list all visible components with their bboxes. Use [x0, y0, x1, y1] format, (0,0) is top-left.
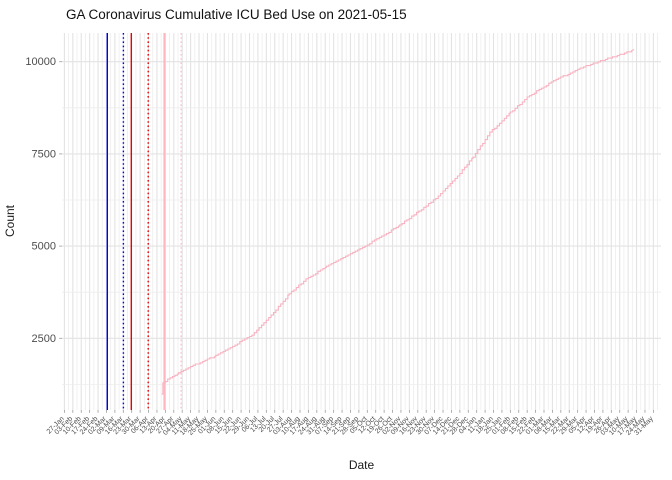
event-vlines	[106, 33, 182, 410]
x-axis-title: Date	[348, 458, 375, 472]
y-tick-label: 2500	[32, 333, 56, 345]
x-axis-tick-labels: 27-Jan03-Feb10-Feb17-Feb24-Feb02-Mar09-M…	[46, 415, 655, 437]
axis-tick-marks	[59, 61, 654, 413]
series-line	[161, 49, 635, 395]
y-tick-label: 7500	[32, 148, 56, 160]
y-axis-title: Count	[3, 204, 17, 238]
y-tick-label: 10000	[25, 56, 56, 68]
y-axis-tick-labels: 2500 5000 7500 10000	[25, 56, 56, 345]
cumulative-icu-bed-use	[161, 49, 635, 395]
y-tick-label: 5000	[32, 241, 56, 253]
panel-gridlines	[62, 33, 661, 410]
chart-title: GA Coronavirus Cumulative ICU Bed Use on…	[66, 7, 407, 22]
